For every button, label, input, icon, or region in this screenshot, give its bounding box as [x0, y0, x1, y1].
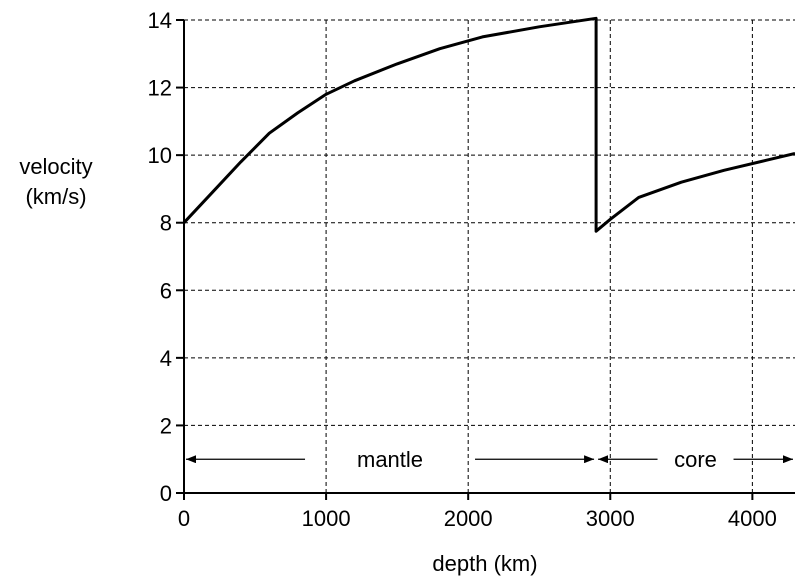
y-tick-label: 8 — [160, 211, 172, 236]
x-tick-label: 1000 — [302, 506, 351, 531]
y-axis-title: velocity (km/s) — [0, 152, 112, 212]
y-tick-label: 0 — [160, 481, 172, 506]
velocity-line — [182, 16, 795, 233]
x-tick-label: 3000 — [586, 506, 635, 531]
y-tick-label: 2 — [160, 413, 172, 438]
x-axis-title: depth (km) — [432, 551, 538, 576]
grid — [184, 19, 795, 493]
mantle-label: mantle — [357, 447, 423, 472]
series — [182, 16, 795, 233]
core-label: core — [674, 447, 717, 472]
y-tick-label: 12 — [148, 76, 172, 101]
y-axis-title-line-1: velocity — [19, 154, 93, 179]
axes — [176, 19, 795, 500]
y-axis-title-line-2: (km/s) — [25, 184, 87, 209]
tick-labels: 0 2 4 6 8 10 12 14 0 1000 2000 3000 4000 — [148, 8, 777, 531]
y-tick-label: 10 — [148, 143, 172, 168]
y-tick-label: 14 — [148, 8, 172, 33]
x-tick-label: 2000 — [444, 506, 493, 531]
y-tick-label: 6 — [160, 278, 172, 303]
region-annotations: mantle core — [186, 447, 793, 472]
x-tick-label: 0 — [178, 506, 190, 531]
y-tick-label: 4 — [160, 346, 172, 371]
x-tick-label: 4000 — [728, 506, 777, 531]
